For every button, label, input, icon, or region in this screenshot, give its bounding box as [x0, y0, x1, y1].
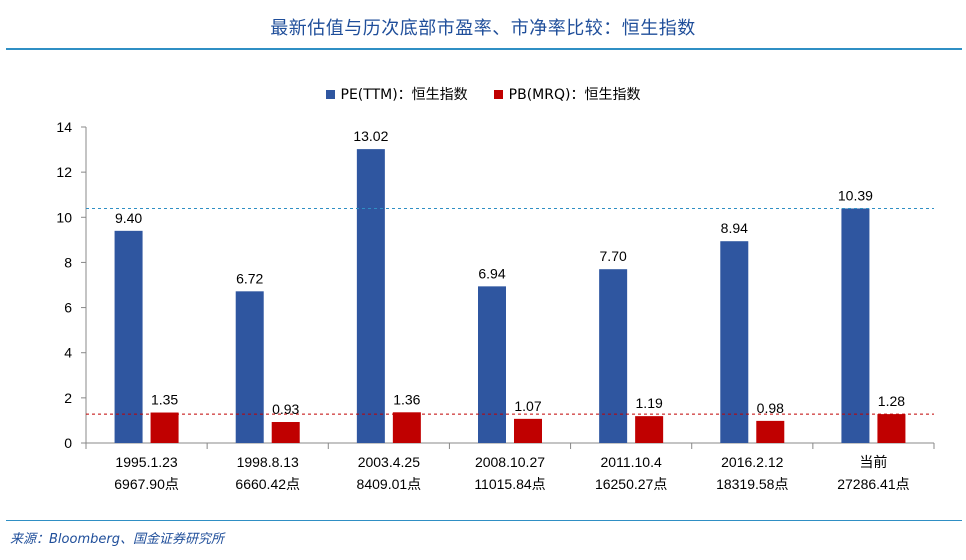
bar-pb: [877, 414, 906, 443]
chart-title: 最新估值与历次底部市盈率、市净率比较：恒生指数: [270, 18, 696, 39]
data-label-pe: 6.94: [478, 265, 505, 281]
data-label-pb: 0.98: [757, 400, 784, 416]
y-tick-label: 6: [64, 300, 72, 316]
bar-pe: [235, 291, 264, 443]
category-label-date: 2008.10.27: [475, 454, 545, 470]
data-label-pe: 9.40: [115, 210, 142, 226]
y-tick-label: 2: [64, 390, 72, 406]
data-label-pe: 6.72: [236, 270, 263, 286]
bar-pb: [635, 416, 664, 443]
data-label-pb: 1.19: [636, 395, 663, 411]
bar-pe: [720, 241, 749, 443]
y-tick-label: 8: [64, 254, 72, 270]
legend-label-pe: PE(TTM)：恒生指数: [340, 87, 468, 103]
category-label-date: 2011.10.4: [601, 454, 662, 470]
bar-pe: [599, 269, 628, 443]
category-label-date: 当前: [859, 454, 887, 470]
data-label-pb: 1.36: [393, 391, 420, 407]
bar-pe: [114, 230, 143, 443]
category-label-index: 27286.41点: [837, 476, 909, 492]
y-tick-label: 0: [64, 435, 72, 451]
legend: PE(TTM)：恒生指数 PB(MRQ)：恒生指数: [0, 84, 966, 104]
category-label-date: 2003.4.25: [358, 454, 420, 470]
bar-pb: [271, 422, 300, 443]
bar-pe: [841, 208, 870, 443]
data-label-pb: 1.07: [514, 398, 541, 414]
bar-pe: [478, 286, 506, 443]
category-label-index: 16250.27点: [595, 476, 667, 492]
category-label-date: 1995.1.23: [115, 454, 177, 470]
category-label-index: 6660.42点: [235, 476, 300, 492]
bar-pb: [756, 420, 785, 443]
bar-pb: [392, 412, 421, 443]
data-label-pe: 8.94: [721, 220, 748, 236]
bar-chart: 0 2 4 6 8 10 12 14 9.40 6.72 13.02 6.94 7.70 8.94 10.3…: [56, 119, 935, 492]
data-label-pb: 0.93: [272, 401, 299, 417]
data-label-pe: 10.39: [838, 187, 873, 203]
title-divider: [6, 48, 962, 50]
category-label-index: 11015.84点: [474, 476, 545, 492]
y-tick-label: 14: [56, 119, 72, 135]
legend-swatch-pb: [493, 89, 503, 99]
source-note: 来源：Bloomberg、国金证券研究所: [10, 532, 224, 547]
footer-divider: [6, 520, 962, 521]
y-tick-label: 4: [64, 345, 72, 361]
y-tick-label: 10: [56, 209, 72, 225]
category-label-index: 6967.90点: [114, 476, 179, 492]
data-label-pb: 1.28: [878, 393, 905, 409]
legend-swatch-pe: [325, 89, 335, 99]
category-label-index: 8409.01点: [357, 476, 422, 492]
bar-pe: [356, 149, 385, 443]
category-label-index: 18319.58点: [716, 476, 788, 492]
legend-item-pe: PE(TTM)：恒生指数: [325, 84, 468, 104]
data-label-pe: 7.70: [600, 248, 627, 264]
bar-pb: [514, 418, 542, 443]
category-label-date: 2016.2.12: [721, 454, 783, 470]
data-label-pe: 13.02: [353, 128, 388, 144]
category-label-date: 1998.8.13: [237, 454, 299, 470]
legend-label-pb: PB(MRQ)：恒生指数: [508, 87, 641, 103]
bar-pb: [150, 412, 179, 443]
data-label-pb: 1.35: [151, 392, 178, 408]
legend-item-pb: PB(MRQ)：恒生指数: [493, 84, 641, 104]
y-tick-label: 12: [56, 164, 72, 180]
